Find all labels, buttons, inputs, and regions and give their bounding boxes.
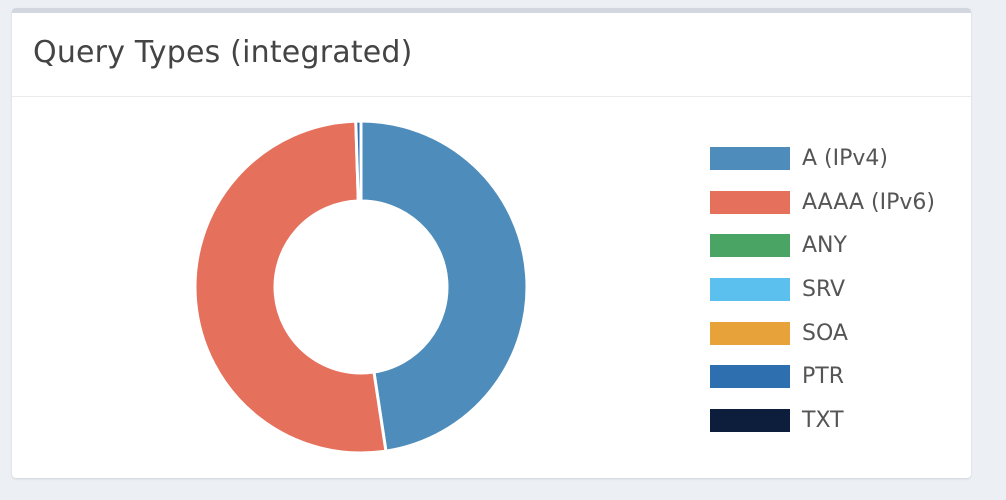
legend-item-txt[interactable]: TXT — [710, 399, 935, 443]
legend-item-a-ipv4[interactable]: A (IPv4) — [710, 137, 935, 181]
legend-swatch — [710, 147, 790, 171]
legend-swatch — [710, 278, 790, 302]
legend-swatch — [710, 234, 790, 258]
legend-swatch — [710, 190, 790, 214]
legend-item-aaaa-ipv6[interactable]: AAAA (IPv6) — [710, 181, 935, 225]
chart-title: Query Types (integrated) — [33, 35, 413, 70]
donut-chart — [193, 119, 529, 455]
legend-item-soa[interactable]: SOA — [710, 311, 935, 355]
legend-label: PTR — [802, 364, 844, 390]
legend-item-ptr[interactable]: PTR — [710, 355, 935, 399]
legend-swatch — [710, 365, 790, 389]
chart-legend: A (IPv4) AAAA (IPv6) ANY SRV SOA PTR TXT — [710, 137, 935, 442]
legend-label: AAAA (IPv6) — [802, 189, 935, 215]
legend-label: SRV — [802, 277, 846, 303]
slice-a-ipv4[interactable] — [359, 119, 529, 453]
legend-label: TXT — [802, 407, 844, 433]
slice-ptr[interactable] — [354, 119, 363, 203]
legend-item-srv[interactable]: SRV — [710, 268, 935, 312]
legend-label: SOA — [802, 320, 848, 346]
legend-label: A (IPv4) — [802, 146, 888, 172]
legend-label: ANY — [802, 233, 847, 259]
legend-swatch — [710, 321, 790, 345]
box-header: Query Types (integrated) — [12, 13, 971, 97]
query-types-box: Query Types (integrated) A (IPv4) AAAA (I… — [12, 8, 971, 478]
slice-aaaa-ipv6[interactable] — [193, 119, 388, 455]
legend-item-any[interactable]: ANY — [710, 224, 935, 268]
legend-swatch — [710, 408, 790, 432]
